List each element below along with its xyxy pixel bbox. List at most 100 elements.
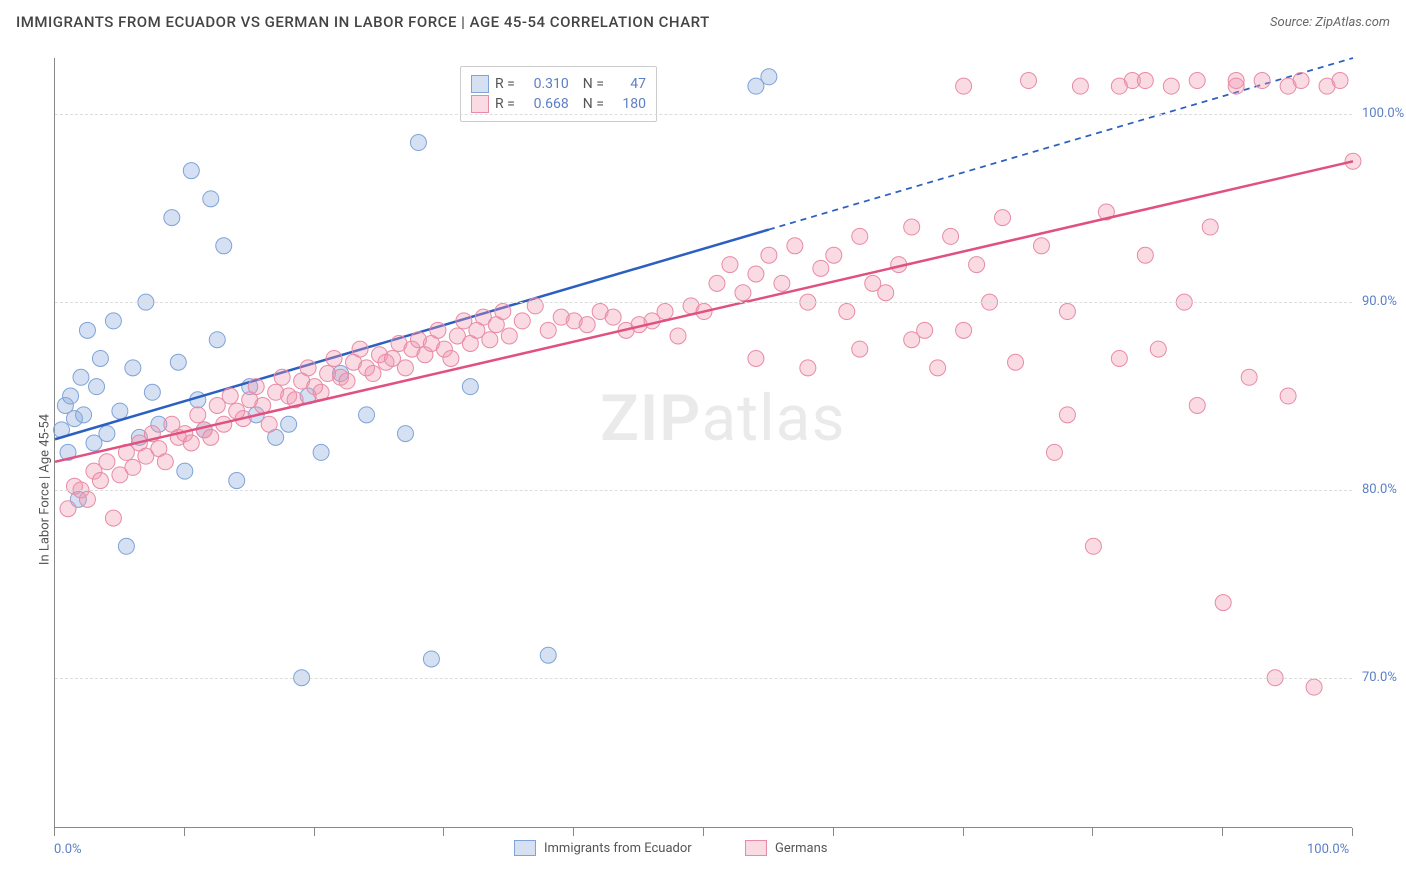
data-point-ecuador [118, 538, 134, 554]
data-point-german [1046, 444, 1062, 460]
plot-area: ZIPatlas R =0.310N =47R =0.668N =180 [54, 58, 1352, 828]
data-point-german [852, 341, 868, 357]
data-point-german [1332, 73, 1348, 89]
data-point-german [300, 360, 316, 376]
data-point-german [1150, 341, 1166, 357]
data-point-ecuador [92, 350, 108, 366]
data-point-ecuador [112, 403, 128, 419]
data-point-german [248, 379, 264, 395]
data-point-german [748, 350, 764, 366]
data-point-german [495, 304, 511, 320]
chart-source: Source: ZipAtlas.com [1270, 15, 1390, 30]
data-point-german [956, 78, 972, 94]
data-point-german [839, 304, 855, 320]
data-point-ecuador [164, 210, 180, 226]
data-point-german [813, 260, 829, 276]
plot-svg [55, 58, 1353, 828]
legend-swatch-ecuador [514, 840, 536, 856]
data-point-ecuador [63, 388, 79, 404]
chart-header: IMMIGRANTS FROM ECUADOR VS GERMAN IN LAB… [0, 0, 1406, 44]
data-point-german [365, 366, 381, 382]
data-point-german [274, 369, 290, 385]
x-tick-label: 100.0% [1307, 842, 1352, 857]
data-point-german [527, 298, 543, 314]
data-point-german [1306, 679, 1322, 695]
data-point-german [943, 228, 959, 244]
data-point-german [255, 397, 271, 413]
trendline-german [55, 161, 1353, 461]
y-tick-label: 100.0% [1362, 106, 1404, 121]
chart-container: ZIPatlas R =0.310N =47R =0.668N =180 In … [0, 44, 1406, 892]
data-point-german [443, 350, 459, 366]
data-point-german [1072, 78, 1088, 94]
data-point-german [326, 350, 342, 366]
legend-swatch-german [745, 840, 767, 856]
stats-swatch-german [471, 95, 489, 113]
data-point-ecuador [99, 426, 115, 442]
data-point-german [1111, 350, 1127, 366]
data-point-german [125, 459, 141, 475]
data-point-german [352, 341, 368, 357]
data-point-german [852, 228, 868, 244]
data-point-german [1189, 397, 1205, 413]
x-tick [54, 828, 55, 836]
data-point-ecuador [170, 354, 186, 370]
legend-item-german: Germans [745, 840, 828, 856]
data-point-german [1202, 219, 1218, 235]
data-point-german [1137, 73, 1153, 89]
data-point-german [222, 388, 238, 404]
data-point-german [1163, 78, 1179, 94]
x-tick [1092, 828, 1093, 836]
data-point-ecuador [462, 379, 478, 395]
legend-item-ecuador: Immigrants from Ecuador [514, 840, 692, 856]
data-point-german [761, 247, 777, 263]
data-point-german [800, 360, 816, 376]
data-point-ecuador [281, 416, 297, 432]
x-tick [443, 828, 444, 836]
data-point-german [1111, 78, 1127, 94]
data-point-german [190, 407, 206, 423]
data-point-german [1254, 73, 1270, 89]
data-point-german [1280, 388, 1296, 404]
data-point-german [1228, 73, 1244, 89]
data-point-german [605, 309, 621, 325]
data-point-german [1189, 73, 1205, 89]
data-point-german [826, 247, 842, 263]
data-point-german [787, 238, 803, 254]
data-point-ecuador [89, 379, 105, 395]
data-point-german [183, 435, 199, 451]
stats-r-value: 0.310 [521, 76, 569, 92]
data-point-german [482, 332, 498, 348]
data-point-german [79, 491, 95, 507]
data-point-german [748, 266, 764, 282]
stats-n-value: 180 [610, 96, 646, 112]
data-point-german [60, 501, 76, 517]
y-tick-label: 70.0% [1362, 670, 1397, 685]
data-point-ecuador [540, 647, 556, 663]
data-point-german [1059, 407, 1075, 423]
data-point-german [501, 328, 517, 344]
x-tick [314, 828, 315, 836]
data-point-german [774, 275, 790, 291]
data-point-german [930, 360, 946, 376]
data-point-ecuador [105, 313, 121, 329]
data-point-german [1137, 247, 1153, 263]
stats-row-german: R =0.668N =180 [471, 95, 646, 113]
data-point-german [157, 454, 173, 470]
x-tick [1352, 828, 1353, 836]
data-point-german [735, 285, 751, 301]
data-point-ecuador [177, 463, 193, 479]
data-point-ecuador [183, 163, 199, 179]
legend-label: Germans [775, 841, 828, 856]
data-point-german [956, 322, 972, 338]
data-point-german [514, 313, 530, 329]
data-point-german [397, 360, 413, 376]
gridline [55, 302, 1352, 303]
data-point-german [904, 332, 920, 348]
y-tick-label: 80.0% [1362, 482, 1397, 497]
data-point-ecuador [76, 407, 92, 423]
gridline [55, 490, 1352, 491]
data-point-german [722, 257, 738, 273]
data-point-german [670, 328, 686, 344]
gridline [55, 678, 1352, 679]
